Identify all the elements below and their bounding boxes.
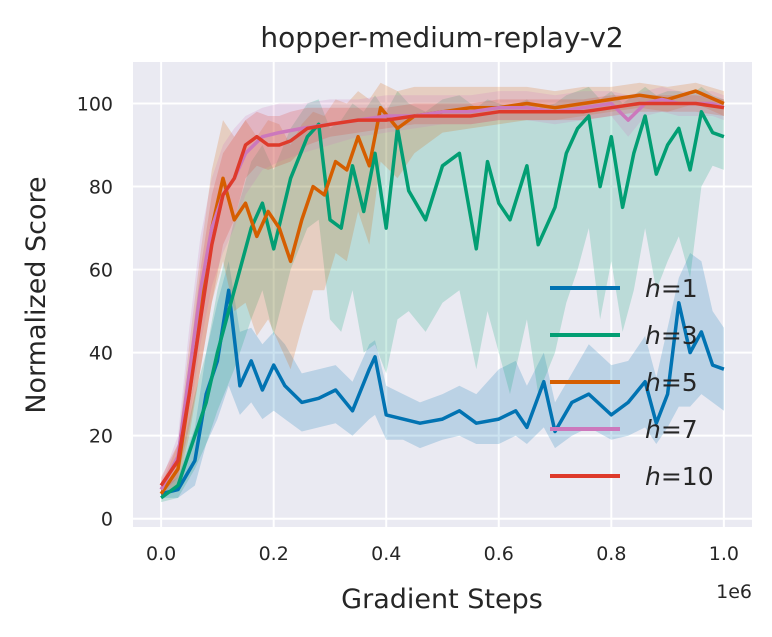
confidence-bands [161,82,724,503]
line-h-10 [159,101,725,487]
legend-label-h-3: h=3 [645,321,698,350]
y-axis-label: Normalized Score [21,176,52,413]
band-h-1 [161,253,724,498]
x-tick-label: 0.4 [371,543,401,565]
legend-label-h-5: h=5 [645,368,698,397]
x-tick-label: 1.0 [709,543,739,565]
tick-labels: 0.0 0.2 0.4 0.6 0.8 1.0 0 20 40 60 80 100 [77,94,739,565]
chart-title: hopper-medium-replay-v2 [260,21,623,54]
y-tick-label: 80 [89,177,113,199]
series-lines [159,89,725,500]
band-h-5 [161,82,724,498]
y-tick-label: 100 [77,94,113,116]
x-axis-label: Gradient Steps [341,584,543,615]
legend: h=1 h=3 h=5 h=7 h=10 [550,274,714,491]
y-tick-label: 40 [89,343,113,365]
legend-label-h-1: h=1 [645,274,698,303]
band-h-3 [161,86,724,503]
x-tick-label: 0.2 [259,543,289,565]
y-tick-label: 60 [89,260,113,282]
y-tick-label: 0 [101,509,113,531]
line-h-1 [160,288,725,496]
x-tick-label: 0.8 [596,543,626,565]
legend-label-h-7: h=7 [645,415,698,444]
x-axis-offset-label: 1e6 [716,581,752,603]
y-tick-label: 20 [89,426,113,448]
x-tick-label: 0.6 [484,543,514,565]
x-tick-label: 0.0 [146,543,176,565]
legend-label-h-10: h=10 [645,462,714,491]
